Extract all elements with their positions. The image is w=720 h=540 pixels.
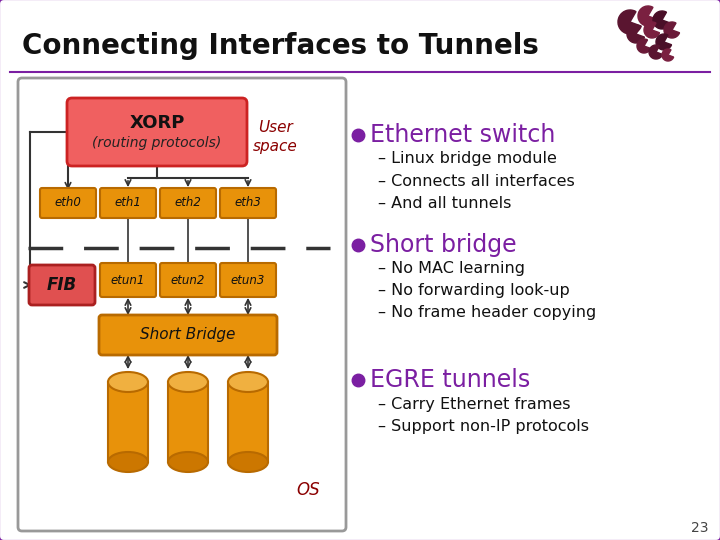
Text: – No forwarding look-up: – No forwarding look-up (378, 284, 570, 299)
Text: – And all tunnels: – And all tunnels (378, 195, 511, 211)
Ellipse shape (168, 452, 208, 472)
Text: etun3: etun3 (231, 273, 265, 287)
Text: – Support non-IP protocols: – Support non-IP protocols (378, 418, 589, 434)
FancyBboxPatch shape (220, 263, 276, 297)
FancyBboxPatch shape (108, 382, 148, 462)
Text: Short Bridge: Short Bridge (140, 327, 235, 342)
Ellipse shape (168, 372, 208, 392)
Wedge shape (656, 34, 672, 50)
FancyBboxPatch shape (99, 315, 277, 355)
FancyBboxPatch shape (168, 382, 208, 462)
Wedge shape (653, 11, 670, 29)
FancyBboxPatch shape (18, 78, 346, 531)
FancyBboxPatch shape (228, 382, 268, 462)
Text: Short bridge: Short bridge (370, 233, 517, 257)
Text: – Connects all interfaces: – Connects all interfaces (378, 173, 575, 188)
Text: eth2: eth2 (174, 197, 202, 210)
Text: 23: 23 (690, 521, 708, 535)
FancyBboxPatch shape (160, 263, 216, 297)
Text: EGRE tunnels: EGRE tunnels (370, 368, 530, 392)
Text: etun2: etun2 (171, 273, 205, 287)
Text: – No frame header copying: – No frame header copying (378, 306, 596, 321)
Wedge shape (637, 39, 651, 53)
Wedge shape (662, 49, 674, 61)
Ellipse shape (228, 452, 268, 472)
Text: – Linux bridge module: – Linux bridge module (378, 152, 557, 166)
Wedge shape (649, 45, 662, 59)
FancyBboxPatch shape (100, 188, 156, 218)
Text: etun1: etun1 (111, 273, 145, 287)
Text: – Carry Ethernet frames: – Carry Ethernet frames (378, 396, 570, 411)
Text: eth3: eth3 (235, 197, 261, 210)
Wedge shape (627, 25, 644, 43)
Text: eth1: eth1 (114, 197, 141, 210)
Text: – No MAC learning: – No MAC learning (378, 261, 525, 276)
Text: FIB: FIB (47, 276, 77, 294)
Ellipse shape (108, 372, 148, 392)
Text: Connecting Interfaces to Tunnels: Connecting Interfaces to Tunnels (22, 32, 539, 60)
FancyBboxPatch shape (160, 188, 216, 218)
Wedge shape (644, 22, 660, 38)
Text: Ethernet switch: Ethernet switch (370, 123, 555, 147)
Ellipse shape (228, 372, 268, 392)
FancyBboxPatch shape (100, 263, 156, 297)
FancyBboxPatch shape (29, 265, 95, 305)
FancyBboxPatch shape (67, 98, 247, 166)
Wedge shape (664, 22, 680, 38)
FancyBboxPatch shape (40, 188, 96, 218)
Text: User
space: User space (253, 120, 297, 153)
Wedge shape (638, 6, 657, 26)
FancyBboxPatch shape (220, 188, 276, 218)
Text: (routing protocols): (routing protocols) (92, 136, 222, 150)
Wedge shape (618, 10, 642, 34)
Text: OS: OS (297, 481, 320, 499)
Ellipse shape (108, 452, 148, 472)
Text: XORP: XORP (130, 114, 185, 132)
Text: eth0: eth0 (55, 197, 81, 210)
